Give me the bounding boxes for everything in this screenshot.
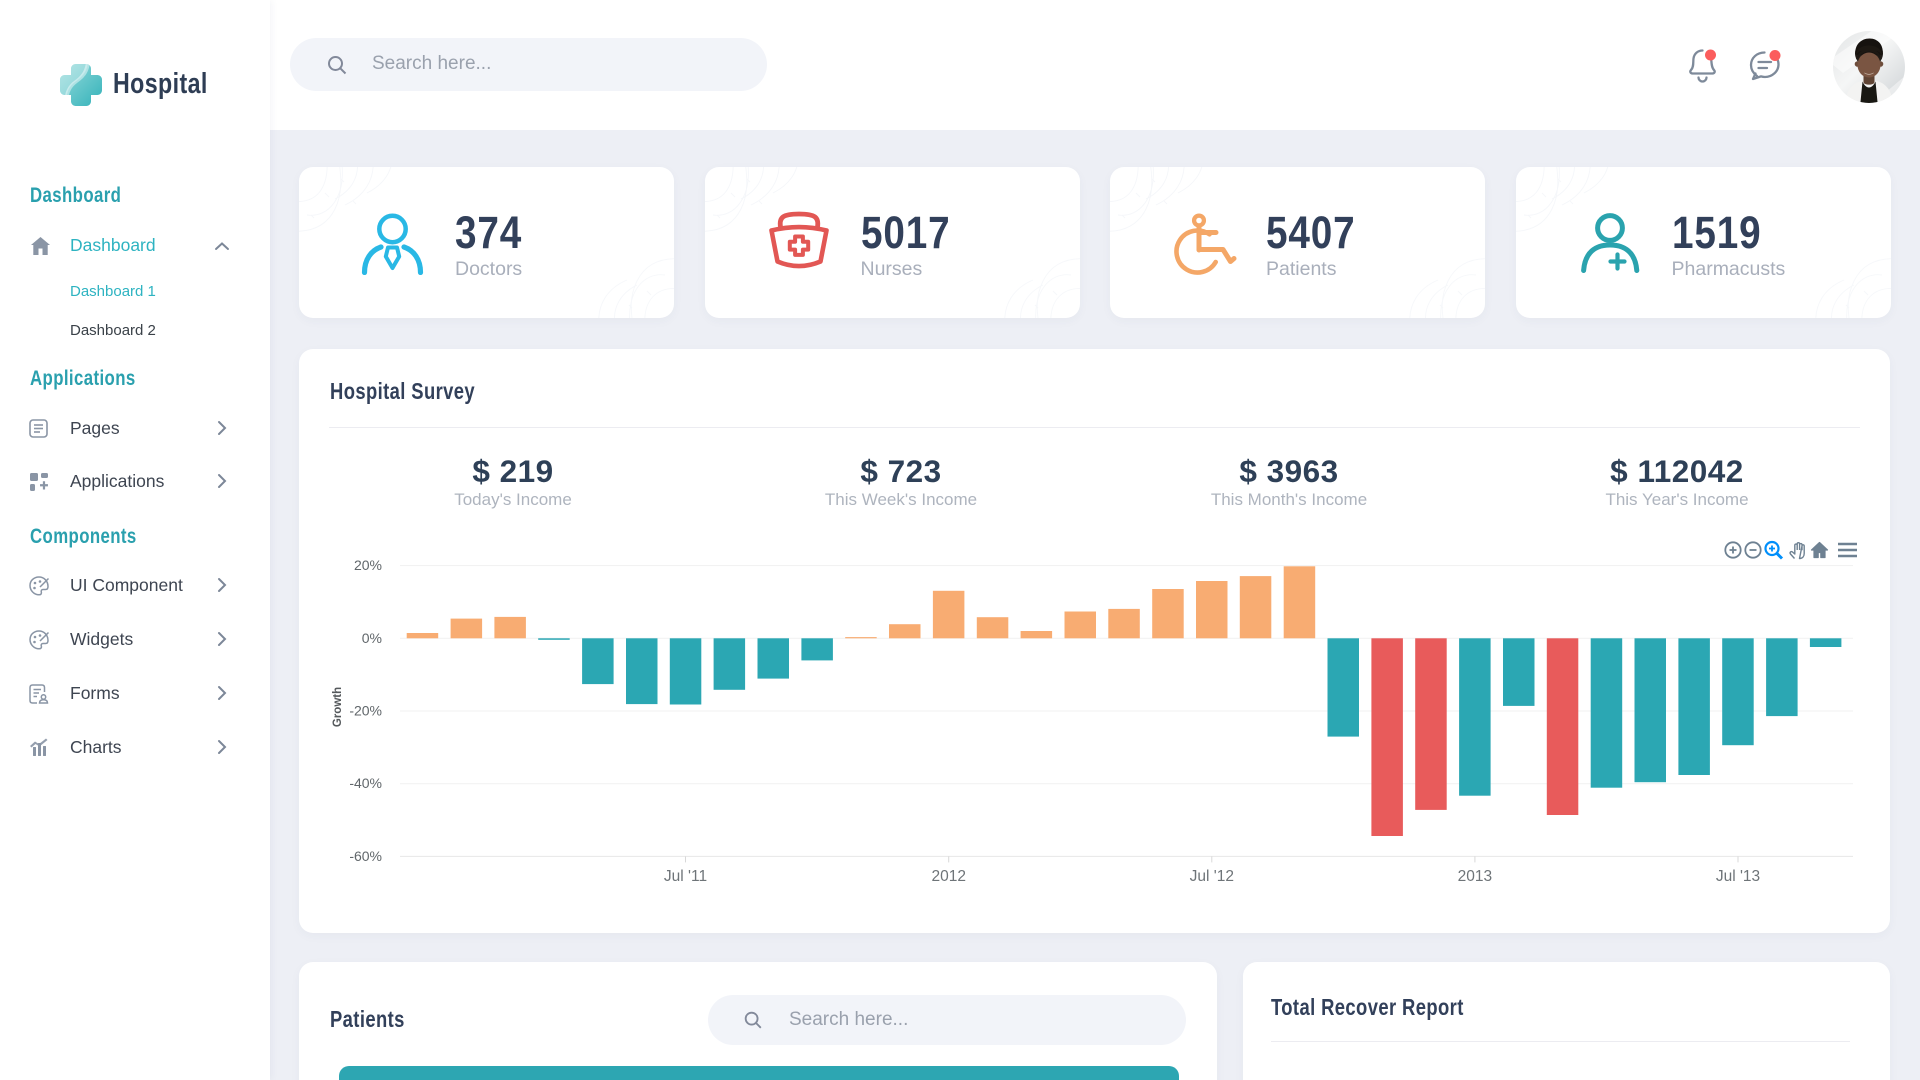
svg-text:2013: 2013 <box>1458 868 1492 885</box>
svg-text:2012: 2012 <box>931 868 965 885</box>
svg-text:Jul '11: Jul '11 <box>664 868 707 885</box>
svg-text:Jul '12: Jul '12 <box>1190 868 1234 885</box>
svg-text:-60%: -60% <box>349 848 382 864</box>
svg-text:Jul '13: Jul '13 <box>1716 868 1760 885</box>
svg-text:-40%: -40% <box>349 775 382 791</box>
svg-text:0%: 0% <box>362 630 382 646</box>
svg-text:Growth: Growth <box>332 687 344 727</box>
svg-text:20%: 20% <box>354 557 382 573</box>
svg-text:-20%: -20% <box>349 703 382 719</box>
